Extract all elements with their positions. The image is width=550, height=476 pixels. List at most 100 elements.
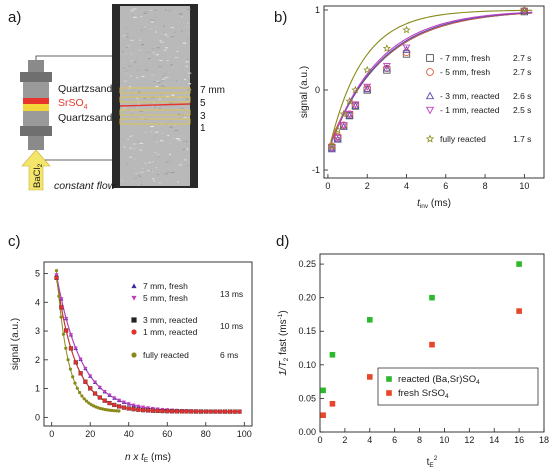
mri-speckle xyxy=(124,69,129,71)
panel-d-plot-frame xyxy=(319,253,545,433)
mri-speckle xyxy=(185,61,189,63)
mri-speckle xyxy=(130,135,134,137)
mri-speckle xyxy=(133,158,137,160)
column-flange-top xyxy=(20,72,52,82)
mri-speckle xyxy=(186,148,189,150)
mri-speckle xyxy=(141,44,145,46)
panel-c-data-point xyxy=(126,402,131,407)
mri-speckle xyxy=(135,77,139,79)
quartzsand-top-label: Quartzsand xyxy=(58,83,112,95)
panel-d-ytick-label: 0.00 xyxy=(298,427,316,437)
mri-speckle xyxy=(137,51,139,53)
flow-reagent-label: BaCl2 xyxy=(32,163,44,188)
panel-c-data-point xyxy=(83,366,88,371)
panel-c-data-point xyxy=(64,316,69,321)
mri-speckle xyxy=(126,33,129,35)
mri-speckle xyxy=(177,39,180,41)
panel-c-data-point xyxy=(107,400,112,406)
mri-speckle xyxy=(165,21,168,23)
panel-b-plot-frame xyxy=(323,5,545,179)
mri-speckle xyxy=(128,95,130,97)
panel-c-data-point xyxy=(73,346,78,351)
panel-b-xlabel: tinv (ms) xyxy=(417,198,451,210)
mri-speckle xyxy=(186,165,189,167)
panel-b-ytick-label: 0 xyxy=(315,85,320,95)
mri-speckle xyxy=(122,67,125,69)
mri-speckle xyxy=(139,171,144,173)
mri-speckle xyxy=(139,176,142,178)
panel-c-ytick-label: 2 xyxy=(35,355,40,365)
panel-c-plot-frame xyxy=(43,261,253,427)
slice-mark-3mm xyxy=(119,109,191,116)
mri-speckle xyxy=(130,39,134,41)
panel-b-data-point xyxy=(345,96,354,105)
mri-speckle xyxy=(171,94,175,96)
mri-speckle xyxy=(126,27,128,29)
panel-c-fit-curve xyxy=(56,270,120,412)
panel-c-data-point xyxy=(131,407,136,412)
mri-speckle xyxy=(150,170,152,171)
mri-speckle xyxy=(122,62,124,64)
mri-speckle xyxy=(182,42,186,44)
panel-b-xtick-label: 6 xyxy=(443,181,448,191)
panel-b-xtick-label: 0 xyxy=(325,181,330,191)
panel-b-legend-tau: 2.7 s xyxy=(513,67,531,77)
mri-speckle xyxy=(139,142,144,144)
mri-speckle xyxy=(144,26,146,28)
mri-speckle xyxy=(148,161,152,163)
mri-speckle xyxy=(139,177,141,179)
panel-d-data-point xyxy=(516,308,522,314)
mri-speckle xyxy=(129,136,131,138)
mri-speckle xyxy=(144,11,149,13)
panel-d-xtick-label: 16 xyxy=(514,435,524,445)
mri-speckle xyxy=(185,66,189,67)
mri-speckle xyxy=(182,140,185,142)
panel-d-xtick-label: 12 xyxy=(464,435,474,445)
depth-label-1: 1 xyxy=(200,123,206,134)
mri-speckle xyxy=(186,26,191,28)
panel-c-data-point xyxy=(136,404,141,409)
panel-d-xtick-label: 14 xyxy=(489,435,499,445)
panel-d-data-point xyxy=(366,317,373,323)
panel-d-legend: reacted (Ba,Sr)SO4 fresh SrSO4 xyxy=(377,367,539,406)
mri-speckle xyxy=(150,21,154,23)
panel-b-data-point xyxy=(382,62,391,71)
mri-speckle xyxy=(155,54,159,56)
mri-speckle xyxy=(178,164,183,166)
panel-c-legend-tau: 13 ms xyxy=(220,289,243,299)
mri-speckle xyxy=(139,39,142,41)
mri-speckle xyxy=(137,163,139,165)
column-cap-bottom xyxy=(28,136,44,150)
mri-speckle xyxy=(170,36,175,38)
panel-c-legend-marker xyxy=(131,317,137,323)
panel-c-data-point xyxy=(54,275,59,280)
panel-c-xtick-label: 60 xyxy=(162,429,172,439)
mri-speckle xyxy=(159,60,163,61)
reaction-front-line xyxy=(119,103,191,107)
panel-c-data-point xyxy=(150,408,155,413)
mri-speckle xyxy=(156,82,161,84)
mri-speckle xyxy=(178,13,183,15)
mri-speckle xyxy=(121,180,123,182)
mri-speckle xyxy=(173,137,175,139)
slice-mark-7mm xyxy=(119,87,191,94)
mri-speckle xyxy=(139,49,141,51)
panel-c-data-point xyxy=(213,409,218,414)
mri-speckle xyxy=(181,68,184,70)
panel-d-data-point xyxy=(366,374,373,380)
mri-speckle xyxy=(132,8,137,10)
panel-d-data-point xyxy=(429,341,435,348)
mri-speckle xyxy=(187,8,191,10)
mri-speckle xyxy=(143,97,147,99)
mri-speckle xyxy=(158,98,161,100)
panel-c-legend-marker xyxy=(131,352,137,358)
panel-b-legend: - 7 mm, fresh 2.7 s - 5 mm, fresh 2.7 s - 3 … xyxy=(425,53,531,144)
mri-speckle xyxy=(187,89,192,91)
mri-speckle xyxy=(155,80,159,82)
mri-speckle xyxy=(165,161,168,163)
panel-c-data-point xyxy=(78,390,82,395)
panel-c-data-point xyxy=(68,346,74,351)
mri-speckle xyxy=(160,41,164,43)
mri-speckle xyxy=(152,48,155,50)
mri-speckle xyxy=(136,97,138,99)
